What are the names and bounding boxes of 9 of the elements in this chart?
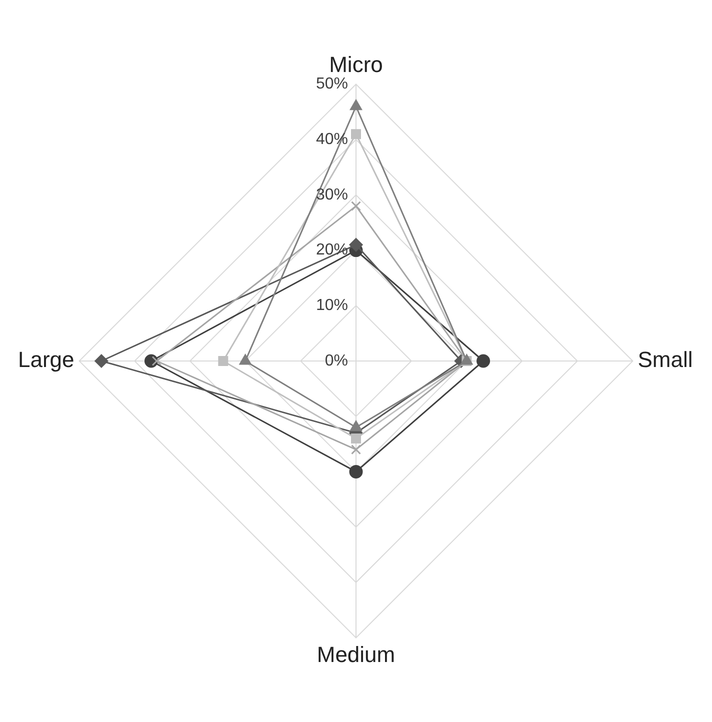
- spoke-label: Medium: [316, 642, 396, 667]
- spoke-label: Small: [638, 347, 693, 372]
- y-tick-label: 10%: [316, 297, 348, 314]
- spoke-label: Micro: [329, 52, 383, 78]
- spoke-label: Large: [18, 347, 74, 372]
- y-tick-label: 50%: [316, 76, 348, 93]
- y-tick-label: 0%: [324, 352, 348, 370]
- y-tick-label: 20%: [316, 242, 348, 259]
- y-tick-label: 30%: [316, 186, 348, 204]
